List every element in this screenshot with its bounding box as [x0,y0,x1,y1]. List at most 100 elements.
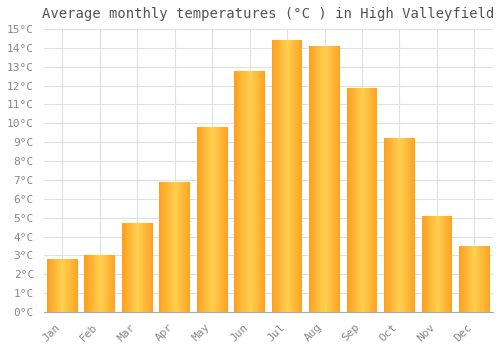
Bar [446,216,447,312]
Bar [360,88,361,312]
Bar [84,256,85,312]
Bar [283,40,284,312]
Bar [234,71,235,312]
Bar [280,40,281,312]
Bar [180,182,181,312]
Bar [126,223,127,312]
Bar [474,246,476,312]
Bar [406,139,408,312]
Bar [168,182,170,312]
Bar [466,246,467,312]
Bar [86,256,88,312]
Bar [150,223,152,312]
Bar [76,259,78,312]
Bar [430,216,432,312]
Bar [256,71,257,312]
Bar [252,71,254,312]
Bar [424,216,426,312]
Bar [47,259,48,312]
Bar [384,139,385,312]
Bar [396,139,398,312]
Bar [279,40,280,312]
Bar [114,256,115,312]
Bar [461,246,462,312]
Bar [107,256,108,312]
Bar [128,223,129,312]
Bar [255,71,256,312]
Bar [374,88,376,312]
Bar [68,259,70,312]
Bar [58,259,59,312]
Bar [129,223,130,312]
Bar [371,88,372,312]
Bar [260,71,261,312]
Bar [358,88,359,312]
Bar [488,246,490,312]
Bar [414,139,415,312]
Bar [282,40,283,312]
Bar [352,88,353,312]
Bar [442,216,443,312]
Bar [316,46,318,312]
Bar [164,182,166,312]
Bar [356,88,357,312]
Bar [50,259,51,312]
Bar [373,88,374,312]
Bar [182,182,183,312]
Bar [350,88,352,312]
Bar [84,256,86,312]
Bar [72,259,74,312]
Bar [138,223,140,312]
Bar [250,71,252,312]
Bar [285,40,286,312]
Bar [234,71,236,312]
Bar [54,259,55,312]
Bar [254,71,255,312]
Bar [186,182,187,312]
Bar [127,223,128,312]
Bar [339,46,340,312]
Bar [412,139,414,312]
Bar [404,139,406,312]
Bar [53,259,54,312]
Bar [400,139,402,312]
Bar [390,139,391,312]
Bar [398,139,400,312]
Bar [227,127,228,312]
Bar [226,127,228,312]
Bar [362,88,363,312]
Bar [88,256,90,312]
Bar [484,246,486,312]
Bar [330,46,332,312]
Bar [366,88,367,312]
Bar [489,246,490,312]
Bar [242,71,244,312]
Bar [361,88,362,312]
Bar [296,40,298,312]
Bar [263,71,264,312]
Bar [90,256,92,312]
Bar [459,246,460,312]
Bar [476,246,478,312]
Bar [70,259,72,312]
Bar [92,256,94,312]
Bar [376,88,378,312]
Bar [106,256,107,312]
Bar [337,46,338,312]
Bar [98,256,99,312]
Bar [200,127,201,312]
Bar [176,182,177,312]
Bar [389,139,390,312]
Title: Average monthly temperatures (°C ) in High Valleyfield: Average monthly temperatures (°C ) in Hi… [42,7,494,21]
Bar [181,182,182,312]
Bar [136,223,138,312]
Bar [309,46,310,312]
Bar [289,40,290,312]
Bar [108,256,109,312]
Bar [184,182,185,312]
Bar [312,46,314,312]
Bar [459,246,460,312]
Bar [377,88,378,312]
Bar [49,259,50,312]
Bar [435,216,436,312]
